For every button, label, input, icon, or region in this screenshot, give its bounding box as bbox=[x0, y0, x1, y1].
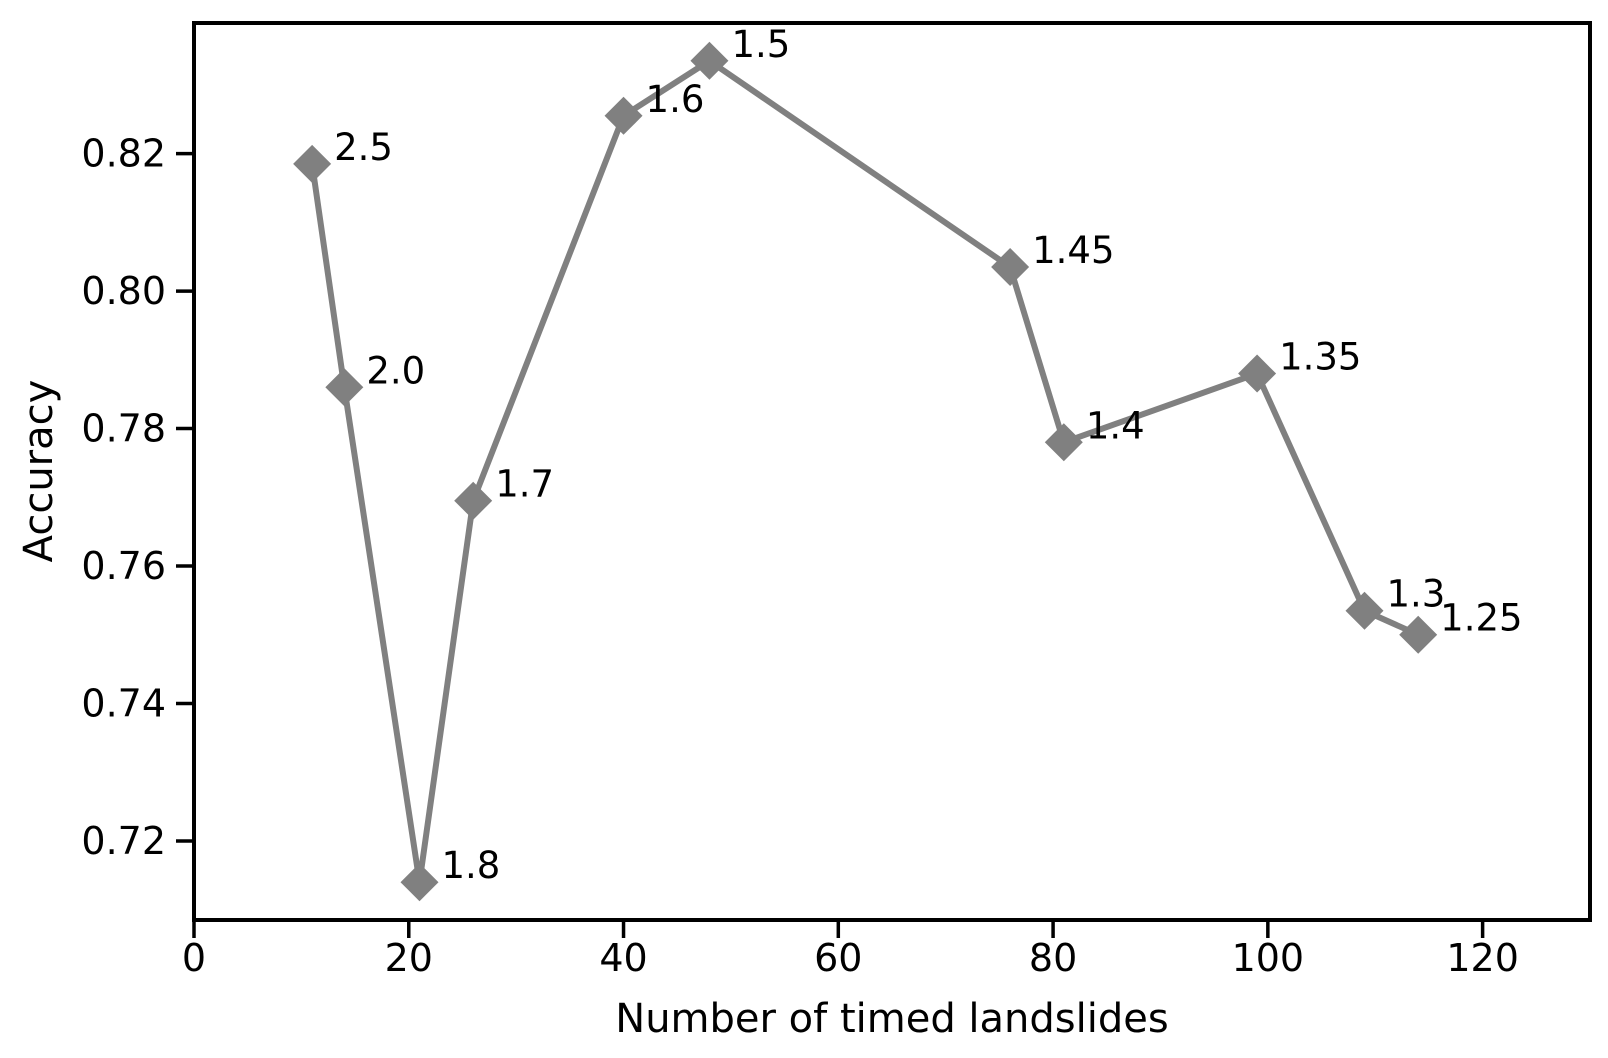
y-tick-label: 0.78 bbox=[81, 407, 166, 451]
point-label: 1.5 bbox=[731, 23, 790, 66]
point-label: 2.0 bbox=[366, 349, 425, 392]
point-label: 1.8 bbox=[442, 844, 501, 887]
plot-area: 0 20 40 60 80 100 120 0.72 0.74 0.76 0.78 0.80 0.82 2… bbox=[81, 21, 1592, 980]
data-point-marker bbox=[1238, 354, 1277, 393]
data-point-marker bbox=[604, 96, 643, 135]
data-point-marker bbox=[454, 481, 493, 520]
point-label: 1.4 bbox=[1086, 404, 1145, 447]
plot-border bbox=[192, 21, 1592, 922]
point-label: 1.3 bbox=[1386, 573, 1445, 616]
point-label: 2.5 bbox=[334, 126, 393, 169]
x-tick-label: 60 bbox=[814, 936, 862, 980]
x-tick-label: 40 bbox=[599, 936, 647, 980]
y-tick-label: 0.72 bbox=[81, 819, 166, 863]
data-point-marker bbox=[991, 248, 1030, 287]
x-tick-label: 100 bbox=[1232, 936, 1305, 980]
x-axis-label: Number of timed landslides bbox=[615, 996, 1168, 1042]
point-label: 1.25 bbox=[1440, 597, 1522, 640]
x-tick-label: 20 bbox=[385, 936, 433, 980]
series-line bbox=[309, 57, 1422, 886]
x-tick-label: 120 bbox=[1446, 936, 1519, 980]
data-point-marker bbox=[690, 41, 729, 80]
x-tick-label: 80 bbox=[1029, 936, 1077, 980]
data-point-marker bbox=[325, 368, 364, 407]
point-label: 1.35 bbox=[1279, 336, 1361, 379]
y-tick-label: 0.74 bbox=[81, 681, 166, 725]
data-point-marker bbox=[293, 144, 332, 183]
y-tick-label: 0.80 bbox=[81, 269, 166, 313]
data-point-marker bbox=[1044, 423, 1083, 462]
y-tick-label: 0.76 bbox=[81, 544, 166, 588]
data-point-marker bbox=[400, 863, 439, 902]
point-label: 1.6 bbox=[646, 78, 705, 121]
point-label: 1.7 bbox=[495, 463, 554, 506]
data-point-marker bbox=[1399, 615, 1438, 654]
data-point-marker bbox=[1345, 591, 1384, 630]
point-label: 1.45 bbox=[1032, 229, 1114, 272]
y-axis-label: Accuracy bbox=[16, 380, 62, 563]
y-tick-label: 0.82 bbox=[81, 132, 166, 176]
x-tick-label: 0 bbox=[182, 936, 206, 980]
